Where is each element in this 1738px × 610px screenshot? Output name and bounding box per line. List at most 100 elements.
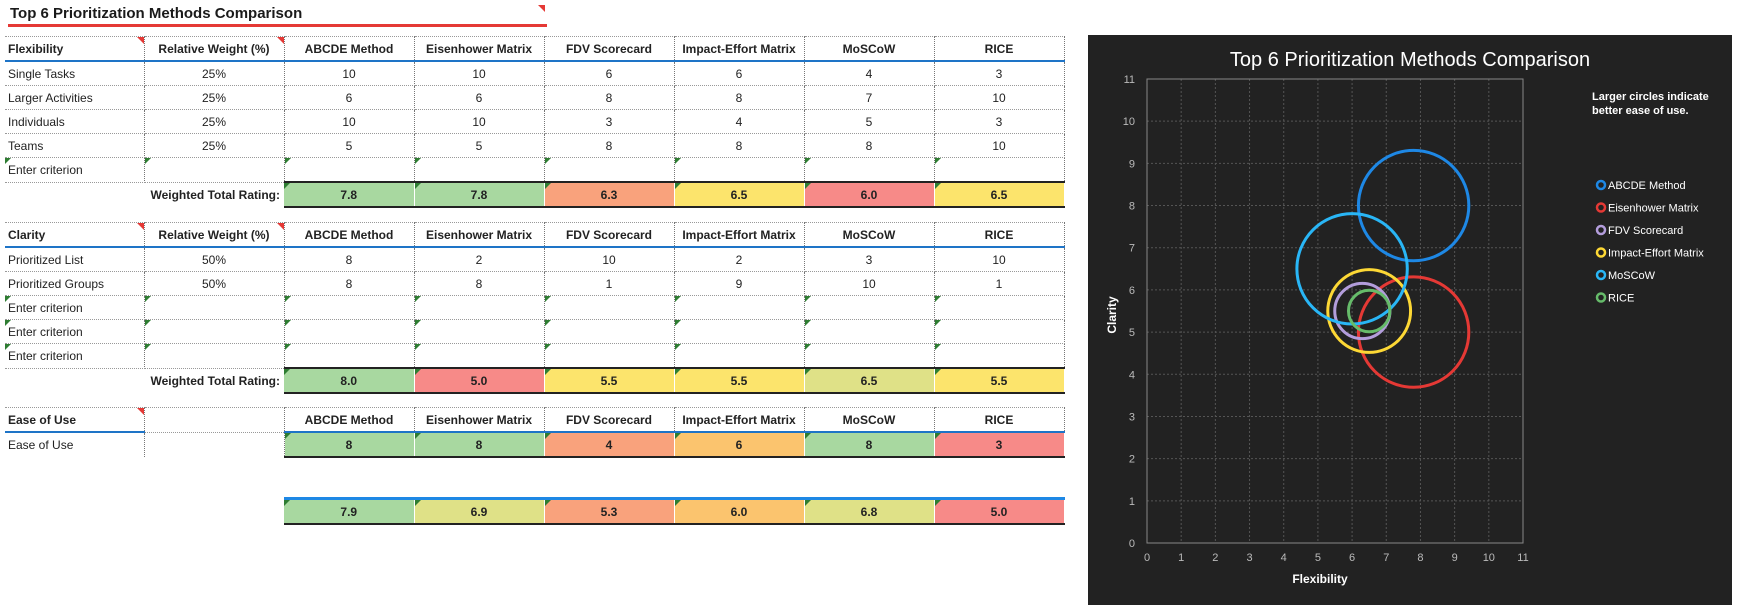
score-cell[interactable]: 10	[934, 247, 1065, 272]
score-cell[interactable]	[674, 295, 805, 320]
criterion-label[interactable]: Enter criterion	[5, 319, 145, 344]
criterion-label[interactable]: Teams	[5, 133, 145, 158]
method-header[interactable]: Eisenhower Matrix	[414, 36, 545, 62]
weight-cell[interactable]: 25%	[144, 109, 285, 134]
weighted-total-cell[interactable]: 7.8	[414, 181, 545, 208]
method-header[interactable]: ABCDE Method	[284, 36, 415, 62]
score-cell[interactable]	[544, 343, 675, 369]
method-header[interactable]: Impact-Effort Matrix	[674, 222, 805, 248]
ease-header[interactable]: Ease of Use	[5, 407, 145, 433]
comment-marker-icon[interactable]	[538, 5, 545, 12]
ease-score-cell[interactable]: 8	[414, 431, 545, 458]
score-cell[interactable]	[934, 319, 1065, 344]
weight-cell[interactable]: 25%	[144, 61, 285, 86]
score-cell[interactable]	[804, 295, 935, 320]
score-cell[interactable]: 1	[934, 271, 1065, 296]
score-cell[interactable]	[284, 319, 415, 344]
comment-marker-icon[interactable]	[276, 37, 284, 44]
score-cell[interactable]	[284, 295, 415, 320]
score-cell[interactable]: 8	[674, 133, 805, 158]
method-header[interactable]: MoSCoW	[804, 222, 935, 248]
score-cell[interactable]: 4	[804, 61, 935, 86]
score-cell[interactable]: 8	[414, 271, 545, 296]
score-cell[interactable]: 6	[544, 61, 675, 86]
score-cell[interactable]: 10	[804, 271, 935, 296]
weight-cell[interactable]	[144, 157, 285, 183]
method-header[interactable]: MoSCoW	[804, 36, 935, 62]
weight-cell[interactable]: 50%	[144, 247, 285, 272]
weight-cell[interactable]: 25%	[144, 85, 285, 110]
comment-marker-icon[interactable]	[136, 37, 144, 44]
total-label[interactable]: Weighted Total Rating:	[150, 373, 280, 388]
score-cell[interactable]: 8	[284, 247, 415, 272]
criterion-label[interactable]: Enter criterion	[5, 295, 145, 320]
score-cell[interactable]: 8	[544, 133, 675, 158]
ease-score-cell[interactable]: 6	[674, 431, 805, 458]
method-header[interactable]: ABCDE Method	[284, 407, 415, 433]
score-cell[interactable]	[544, 319, 675, 344]
weighted-total-cell[interactable]: 6.5	[934, 181, 1065, 208]
method-header[interactable]: ABCDE Method	[284, 222, 415, 248]
score-cell[interactable]: 3	[934, 61, 1065, 86]
score-cell[interactable]: 1	[544, 271, 675, 296]
ease-score-cell[interactable]: 4	[544, 431, 675, 458]
score-cell[interactable]: 10	[544, 247, 675, 272]
weighted-total-cell[interactable]: 5.5	[544, 367, 675, 394]
overall-score-cell[interactable]: 6.8	[804, 497, 935, 525]
score-cell[interactable]	[674, 343, 805, 369]
overall-score-cell[interactable]: 6.9	[414, 497, 545, 525]
weighted-total-cell[interactable]: 6.5	[804, 367, 935, 394]
method-header[interactable]: RICE	[934, 407, 1065, 433]
score-cell[interactable]	[674, 157, 805, 183]
flexibility-header[interactable]: Flexibility	[5, 36, 145, 62]
weight-cell[interactable]	[144, 295, 285, 320]
score-cell[interactable]: 6	[284, 85, 415, 110]
score-cell[interactable]: 6	[674, 61, 805, 86]
score-cell[interactable]: 8	[804, 133, 935, 158]
clarity-header[interactable]: Clarity	[5, 222, 145, 248]
score-cell[interactable]	[934, 343, 1065, 369]
score-cell[interactable]	[804, 157, 935, 183]
overall-score-cell[interactable]: 6.0	[674, 497, 805, 525]
weight-header-empty[interactable]	[144, 407, 285, 433]
method-header[interactable]: RICE	[934, 36, 1065, 62]
score-cell[interactable]: 8	[544, 85, 675, 110]
method-header[interactable]: Impact-Effort Matrix	[674, 36, 805, 62]
criterion-label[interactable]: Prioritized Groups	[5, 271, 145, 296]
score-cell[interactable]	[804, 343, 935, 369]
score-cell[interactable]: 10	[934, 133, 1065, 158]
weighted-total-cell[interactable]: 6.5	[674, 181, 805, 208]
method-header[interactable]: FDV Scorecard	[544, 407, 675, 433]
score-cell[interactable]: 10	[934, 85, 1065, 110]
score-cell[interactable]	[934, 157, 1065, 183]
score-cell[interactable]	[414, 295, 545, 320]
score-cell[interactable]	[544, 295, 675, 320]
ease-score-cell[interactable]: 3	[934, 431, 1065, 458]
weighted-total-cell[interactable]: 7.8	[284, 181, 415, 208]
criterion-label[interactable]: Prioritized List	[5, 247, 145, 272]
comment-marker-icon[interactable]	[136, 408, 144, 415]
score-cell[interactable]: 10	[284, 61, 415, 86]
score-cell[interactable]: 10	[414, 61, 545, 86]
score-cell[interactable]: 3	[804, 247, 935, 272]
score-cell[interactable]: 10	[284, 109, 415, 134]
weight-cell[interactable]: 25%	[144, 133, 285, 158]
score-cell[interactable]: 2	[674, 247, 805, 272]
method-header[interactable]: Impact-Effort Matrix	[674, 407, 805, 433]
bubble-chart[interactable]: Top 6 Prioritization Methods Comparison …	[1088, 35, 1732, 605]
score-cell[interactable]: 8	[674, 85, 805, 110]
weighted-total-cell[interactable]: 8.0	[284, 367, 415, 394]
score-cell[interactable]: 5	[804, 109, 935, 134]
weight-header[interactable]: Relative Weight (%)	[144, 36, 285, 62]
ease-weight-cell[interactable]	[144, 432, 285, 457]
weighted-total-cell[interactable]: 6.0	[804, 181, 935, 208]
score-cell[interactable]: 5	[284, 133, 415, 158]
weighted-total-cell[interactable]: 5.5	[674, 367, 805, 394]
weight-cell[interactable]	[144, 319, 285, 344]
criterion-label[interactable]: Enter criterion	[5, 343, 145, 369]
weighted-total-cell[interactable]: 5.5	[934, 367, 1065, 394]
score-cell[interactable]: 2	[414, 247, 545, 272]
ease-row-label[interactable]: Ease of Use	[5, 432, 145, 457]
overall-score-cell[interactable]: 5.3	[544, 497, 675, 525]
score-cell[interactable]	[414, 157, 545, 183]
